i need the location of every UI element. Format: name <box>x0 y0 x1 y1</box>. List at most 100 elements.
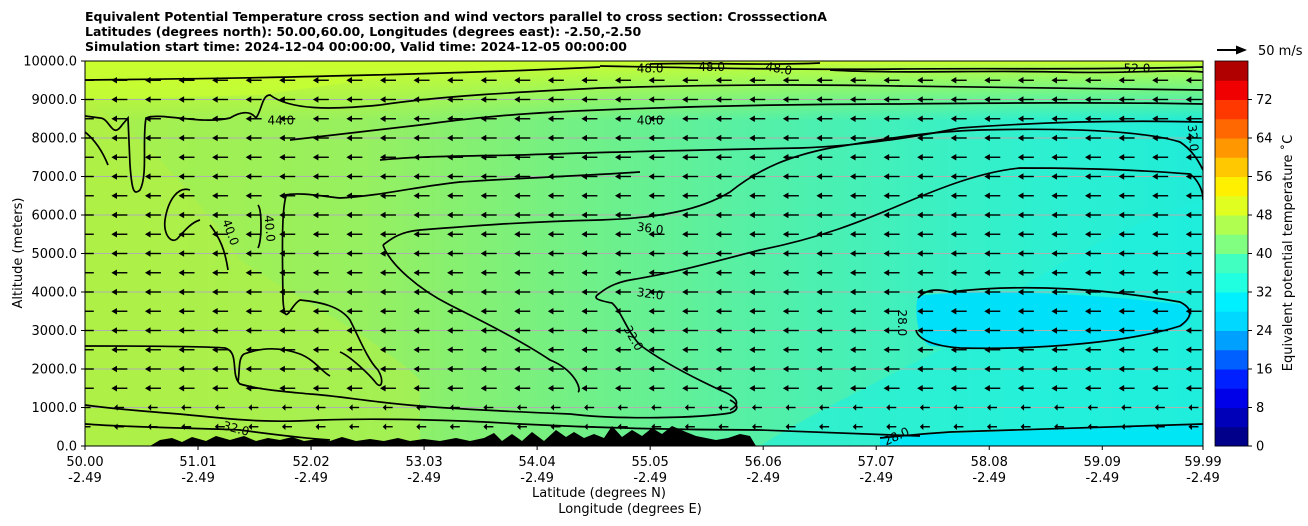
colorbar-segment <box>1215 311 1248 331</box>
wind-vector-head <box>447 327 453 334</box>
wind-vector-head <box>447 288 453 296</box>
wind-vector-head <box>819 423 823 430</box>
wind-vector-head <box>413 327 420 334</box>
wind-vector-head <box>413 115 420 122</box>
wind-vector-head <box>1085 231 1091 238</box>
wind-vector-head <box>514 250 520 257</box>
wind-vector-head <box>111 365 117 373</box>
wind-vector-head <box>749 365 755 373</box>
wind-vector-head <box>1188 423 1192 430</box>
wind-vector-head <box>1118 385 1125 392</box>
wind-vector-head <box>1085 115 1091 122</box>
wind-vector-head <box>1185 365 1192 373</box>
wind-vector-head <box>279 115 285 122</box>
wind-vector-head <box>614 211 621 219</box>
colorbar-label: Equivalent potential temperature ˚C <box>1280 135 1296 371</box>
wind-vector-head <box>917 211 923 219</box>
wind-vector-head <box>1017 346 1024 353</box>
wind-vector-head <box>849 365 856 373</box>
wind-vector-head <box>144 134 151 142</box>
wind-vector-head <box>886 404 890 411</box>
wind-vector-head <box>144 269 151 276</box>
wind-vector-head <box>312 365 319 373</box>
wind-vector-head <box>849 308 856 315</box>
wind-vector-head <box>950 385 957 392</box>
wind-vector-head <box>480 250 487 257</box>
wind-vector-head <box>312 269 319 276</box>
x-tick-label-lon: -2.49 <box>972 471 1006 486</box>
wind-vector-head <box>816 96 823 103</box>
wind-vector-head <box>1152 231 1158 238</box>
wind-vector-head <box>715 250 722 257</box>
wind-vector-head <box>816 288 823 296</box>
wind-vector-head <box>883 231 890 238</box>
wind-vector-head <box>1017 288 1024 296</box>
wind-vector-head <box>379 365 386 373</box>
wind-vector-head <box>849 346 856 353</box>
wind-vector-head <box>1154 404 1159 411</box>
wind-vector-head <box>178 96 185 103</box>
wind-vector-head <box>816 327 823 334</box>
wind-vector-head <box>346 385 352 392</box>
wind-vector-head <box>144 288 151 296</box>
wind-vector-head <box>245 211 252 219</box>
colorbar-tick-label: 24 <box>1256 324 1273 339</box>
contour-32 <box>85 345 738 419</box>
wind-vector-head <box>315 423 320 430</box>
wind-vector-head <box>111 211 117 219</box>
wind-vector-head <box>682 192 688 199</box>
wind-vector-head <box>581 115 588 122</box>
wind-vector-head <box>581 211 588 219</box>
wind-vector-head <box>147 423 152 430</box>
colorbar-segment <box>1215 195 1248 216</box>
contour-32-drop <box>595 292 738 411</box>
wind-vector-head <box>917 154 923 161</box>
wind-vector-head <box>1185 115 1192 122</box>
wind-vector-head <box>413 96 420 103</box>
wind-vector-head <box>715 308 722 315</box>
wind-vector-head <box>447 173 453 180</box>
wind-vector-head <box>147 404 152 411</box>
wind-vector-head <box>279 134 285 142</box>
wind-vector-head <box>749 269 755 276</box>
y-tick-label: 7000.0 <box>32 170 78 185</box>
wind-vector-head <box>816 308 823 315</box>
x-axis-label-lat: Latitude (degrees N) <box>532 486 666 501</box>
colorbar-segment <box>1215 253 1248 274</box>
wind-vector-head <box>682 115 688 122</box>
wind-vector-head <box>917 385 923 392</box>
wind-vector-head <box>212 192 218 199</box>
wind-vector-head <box>1118 77 1125 84</box>
wind-vector-head <box>614 269 621 276</box>
wind-vector-head <box>749 385 755 392</box>
contour-label: 32.0 <box>221 418 250 438</box>
wind-vector-head <box>986 404 991 411</box>
wind-vector-head <box>1152 269 1158 276</box>
wind-vector-head <box>1085 365 1091 373</box>
wind-vector-head <box>144 192 151 199</box>
colorbar-segment <box>1215 215 1248 235</box>
wind-vector-head <box>849 250 856 257</box>
wind-vector-head <box>379 96 386 103</box>
wind-vector-head <box>212 346 218 353</box>
wind-vector-head <box>984 346 990 353</box>
wind-vector-head <box>1017 77 1024 84</box>
wind-vector-head <box>950 173 957 180</box>
wind-vector-head <box>1017 327 1024 334</box>
wind-vector-head <box>1051 346 1058 353</box>
wind-vector-head <box>480 269 487 276</box>
wind-vector-head <box>1051 385 1058 392</box>
wind-vector-head <box>684 404 689 411</box>
wind-vector-head <box>547 231 554 238</box>
wind-vector-head <box>950 96 957 103</box>
wind-vector-head <box>514 96 520 103</box>
wind-vector-head <box>1017 231 1024 238</box>
wind-vector-head <box>984 327 990 334</box>
wind-vector-head <box>480 365 487 373</box>
wind-vector-head <box>449 404 454 411</box>
x-tick-label-lat: 51.01 <box>179 455 216 470</box>
wind-vector-head <box>379 231 386 238</box>
wind-vector-head <box>816 250 823 257</box>
wind-vector-head <box>245 173 252 180</box>
wind-vector-head <box>279 173 285 180</box>
